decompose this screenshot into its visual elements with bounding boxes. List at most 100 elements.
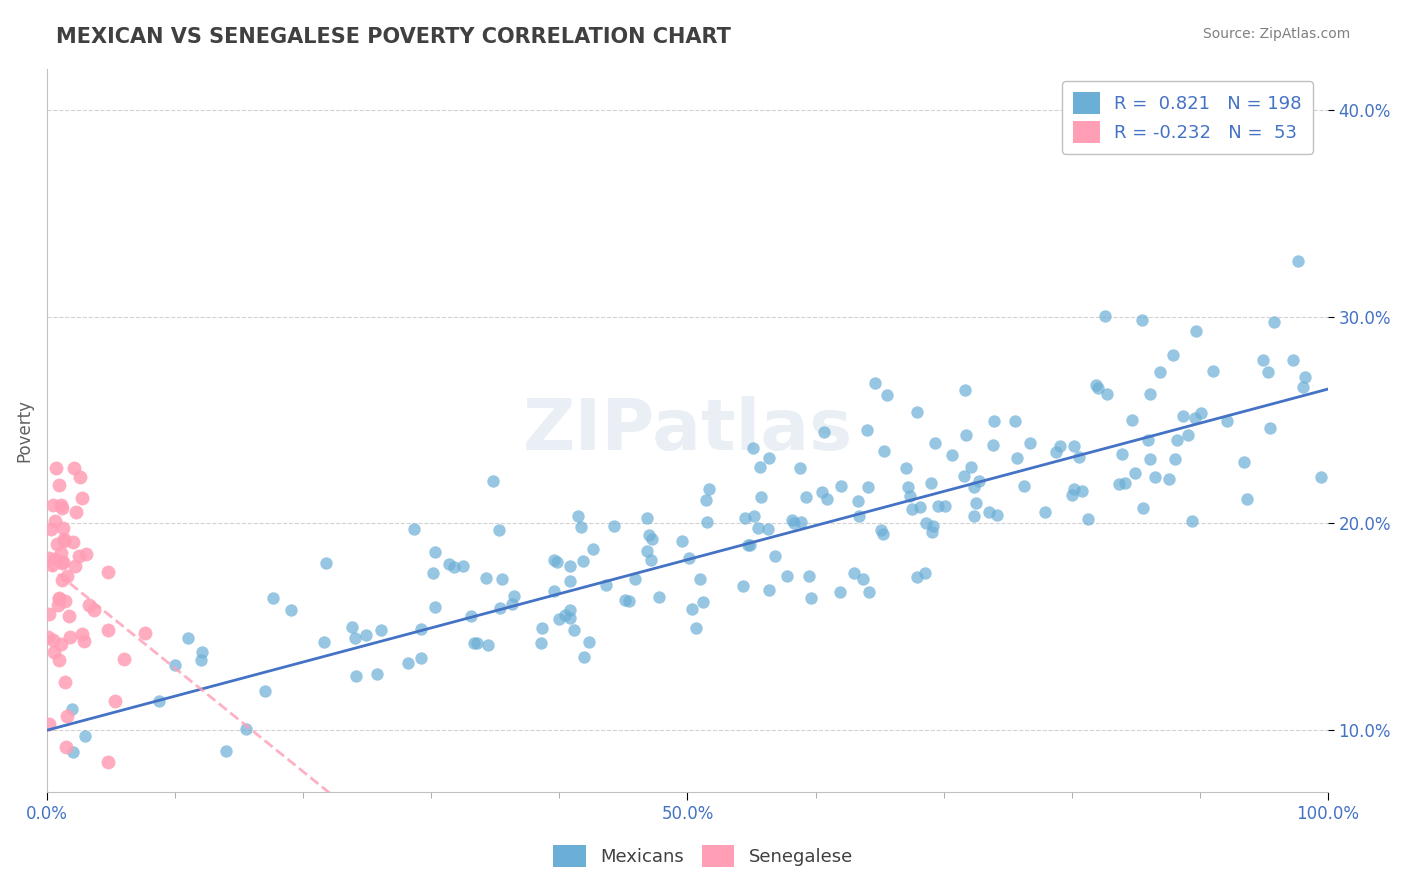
Point [636, 511, 658, 525]
Point [856, 480, 879, 494]
Point [491, 572, 513, 586]
Legend: Mexicans, Senegalese: Mexicans, Senegalese [546, 838, 860, 874]
Point [39, 522, 62, 536]
Point [571, 554, 593, 568]
Point [1143, 470, 1166, 484]
Point [1084, 377, 1107, 392]
Point [215, 744, 238, 758]
Point [681, 602, 703, 616]
Point [396, 656, 419, 670]
Point [595, 578, 617, 592]
Point [51, 573, 73, 587]
Point [1033, 505, 1056, 519]
Point [1063, 482, 1085, 496]
Point [42, 645, 65, 659]
Point [1139, 452, 1161, 467]
Point [45, 461, 67, 475]
Point [41, 558, 63, 572]
Point [813, 425, 835, 439]
Point [44, 514, 66, 528]
Point [112, 651, 135, 665]
Point [567, 508, 589, 523]
Point [1004, 414, 1026, 428]
Point [59, 630, 82, 644]
Point [451, 559, 474, 574]
Point [934, 499, 956, 513]
Point [742, 509, 765, 524]
Point [465, 636, 488, 650]
Point [846, 494, 869, 508]
Point [503, 589, 526, 603]
Point [842, 566, 865, 581]
Point [582, 541, 605, 556]
Point [924, 436, 946, 450]
Point [51, 501, 73, 516]
Point [63, 461, 86, 475]
Point [488, 523, 510, 537]
Point [603, 519, 626, 533]
Point [1157, 472, 1180, 486]
Point [648, 590, 671, 604]
Point [42, 632, 65, 647]
Point [640, 553, 662, 567]
Point [422, 566, 444, 581]
Point [960, 459, 983, 474]
Point [56, 708, 79, 723]
Point [543, 583, 565, 598]
Point [1189, 406, 1212, 420]
Point [501, 597, 523, 611]
Point [38, 717, 60, 731]
Point [695, 493, 717, 508]
Point [1281, 352, 1303, 367]
Point [104, 693, 127, 707]
Point [965, 496, 987, 510]
Point [1077, 512, 1099, 526]
Point [617, 593, 640, 607]
Point [235, 722, 257, 736]
Point [53, 534, 76, 549]
Point [1069, 450, 1091, 465]
Point [799, 569, 821, 583]
Point [614, 593, 637, 607]
Point [1257, 365, 1279, 379]
Point [876, 387, 898, 401]
Point [52, 521, 75, 535]
Point [1137, 433, 1160, 447]
Point [758, 450, 780, 465]
Point [1163, 348, 1185, 362]
Point [953, 469, 976, 483]
Point [641, 532, 664, 546]
Point [531, 621, 554, 635]
Point [62, 535, 84, 549]
Point [1070, 483, 1092, 498]
Point [52, 555, 75, 569]
Point [1012, 479, 1035, 493]
Point [48, 592, 70, 607]
Point [530, 636, 553, 650]
Point [1294, 370, 1316, 384]
Point [783, 516, 806, 530]
Point [1094, 309, 1116, 323]
Point [872, 527, 894, 541]
Point [1087, 381, 1109, 395]
Point [477, 638, 499, 652]
Point [1049, 439, 1071, 453]
Point [554, 607, 576, 622]
Point [53, 675, 76, 690]
Point [52, 532, 75, 546]
Point [986, 508, 1008, 522]
Point [425, 544, 447, 558]
Y-axis label: Poverty: Poverty [15, 399, 32, 462]
Point [165, 657, 187, 672]
Point [1185, 324, 1208, 338]
Point [1258, 420, 1281, 434]
Point [344, 669, 367, 683]
Point [873, 444, 896, 458]
Point [905, 570, 928, 584]
Point [810, 484, 832, 499]
Point [262, 591, 284, 606]
Point [370, 623, 392, 637]
Point [1181, 514, 1204, 528]
Point [967, 474, 990, 488]
Point [45, 537, 67, 551]
